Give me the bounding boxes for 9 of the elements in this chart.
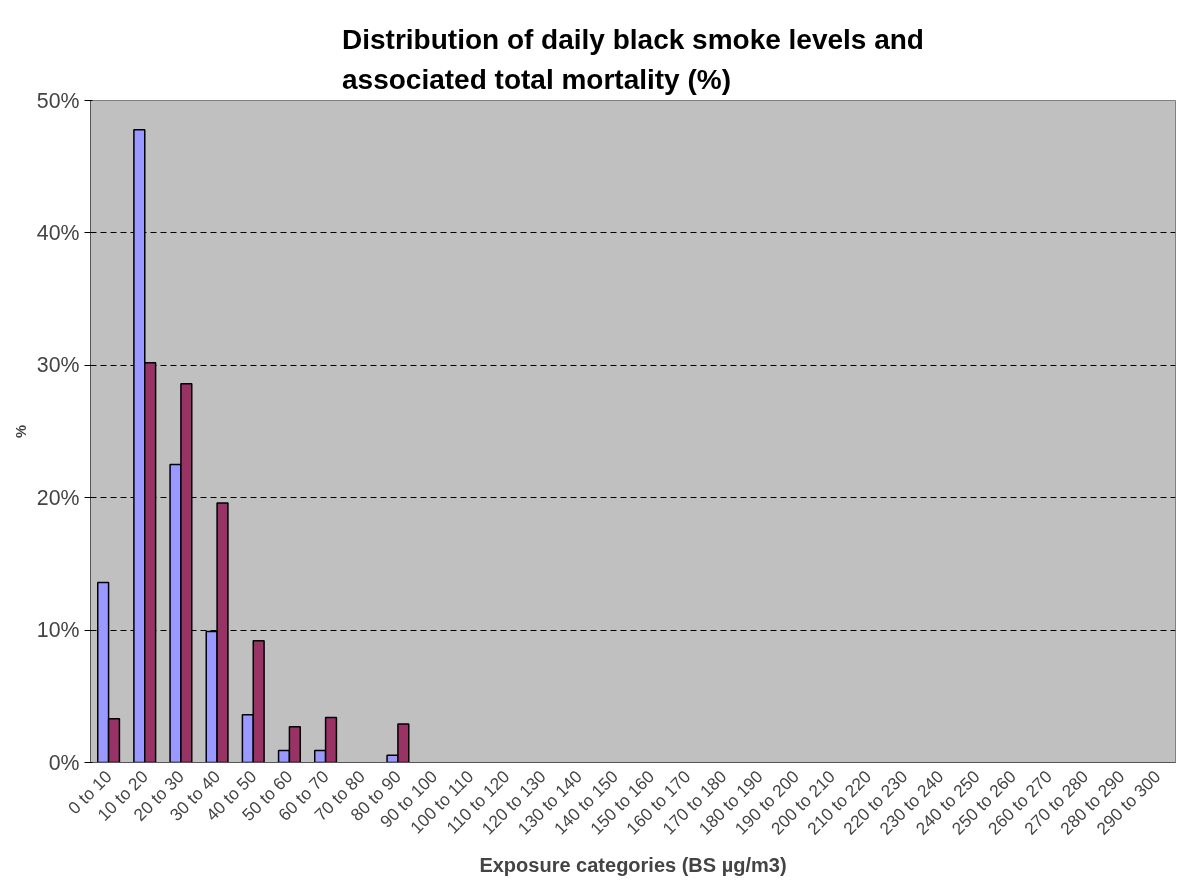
y-tick-label: 20% [36,485,80,510]
y-axis-title: % [12,424,29,439]
y-tick-label: 40% [36,220,80,245]
y-tick-label: 0% [48,750,80,775]
y-tick-label: 30% [36,353,80,378]
y-tick-label: 10% [36,618,80,643]
y-tick-label: 50% [36,88,80,113]
x-axis-title: Exposure categories (BS µg/m3) [479,853,787,876]
chart-title: Distribution of daily black smoke levels and associated total mortality (%) [342,24,924,96]
